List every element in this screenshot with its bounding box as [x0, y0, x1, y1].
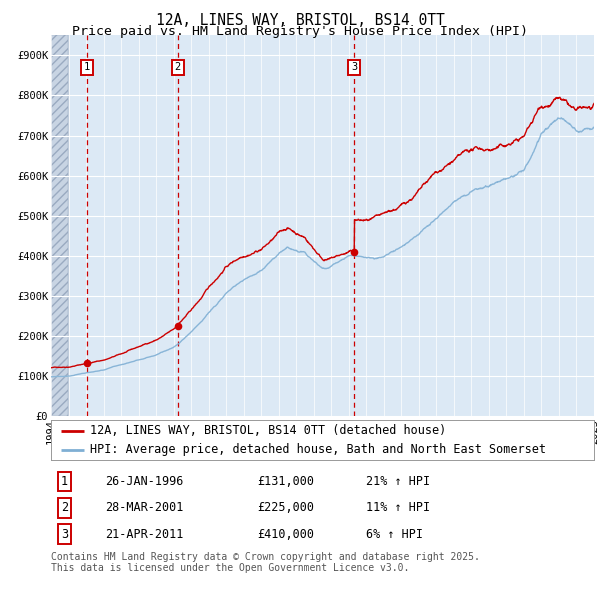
Text: 2: 2: [61, 502, 68, 514]
Text: 1: 1: [84, 63, 91, 73]
Text: 6% ↑ HPI: 6% ↑ HPI: [366, 528, 423, 541]
Bar: [51, 35, 68, 416]
Text: 1: 1: [61, 475, 68, 488]
Text: 12A, LINES WAY, BRISTOL, BS14 0TT: 12A, LINES WAY, BRISTOL, BS14 0TT: [155, 13, 445, 28]
Text: £131,000: £131,000: [257, 475, 314, 488]
Text: 12A, LINES WAY, BRISTOL, BS14 0TT (detached house): 12A, LINES WAY, BRISTOL, BS14 0TT (detac…: [90, 424, 446, 437]
Text: Price paid vs. HM Land Registry's House Price Index (HPI): Price paid vs. HM Land Registry's House …: [72, 25, 528, 38]
Text: Contains HM Land Registry data © Crown copyright and database right 2025.
This d: Contains HM Land Registry data © Crown c…: [51, 552, 480, 573]
Text: HPI: Average price, detached house, Bath and North East Somerset: HPI: Average price, detached house, Bath…: [90, 443, 546, 456]
Text: 28-MAR-2001: 28-MAR-2001: [106, 502, 184, 514]
Text: 26-JAN-1996: 26-JAN-1996: [106, 475, 184, 488]
Text: 3: 3: [351, 63, 357, 73]
Text: 11% ↑ HPI: 11% ↑ HPI: [366, 502, 430, 514]
Text: 21% ↑ HPI: 21% ↑ HPI: [366, 475, 430, 488]
Text: 21-APR-2011: 21-APR-2011: [106, 528, 184, 541]
Bar: [51, 35, 68, 416]
Text: £225,000: £225,000: [257, 502, 314, 514]
Text: 3: 3: [61, 528, 68, 541]
Text: 2: 2: [175, 63, 181, 73]
Text: £410,000: £410,000: [257, 528, 314, 541]
